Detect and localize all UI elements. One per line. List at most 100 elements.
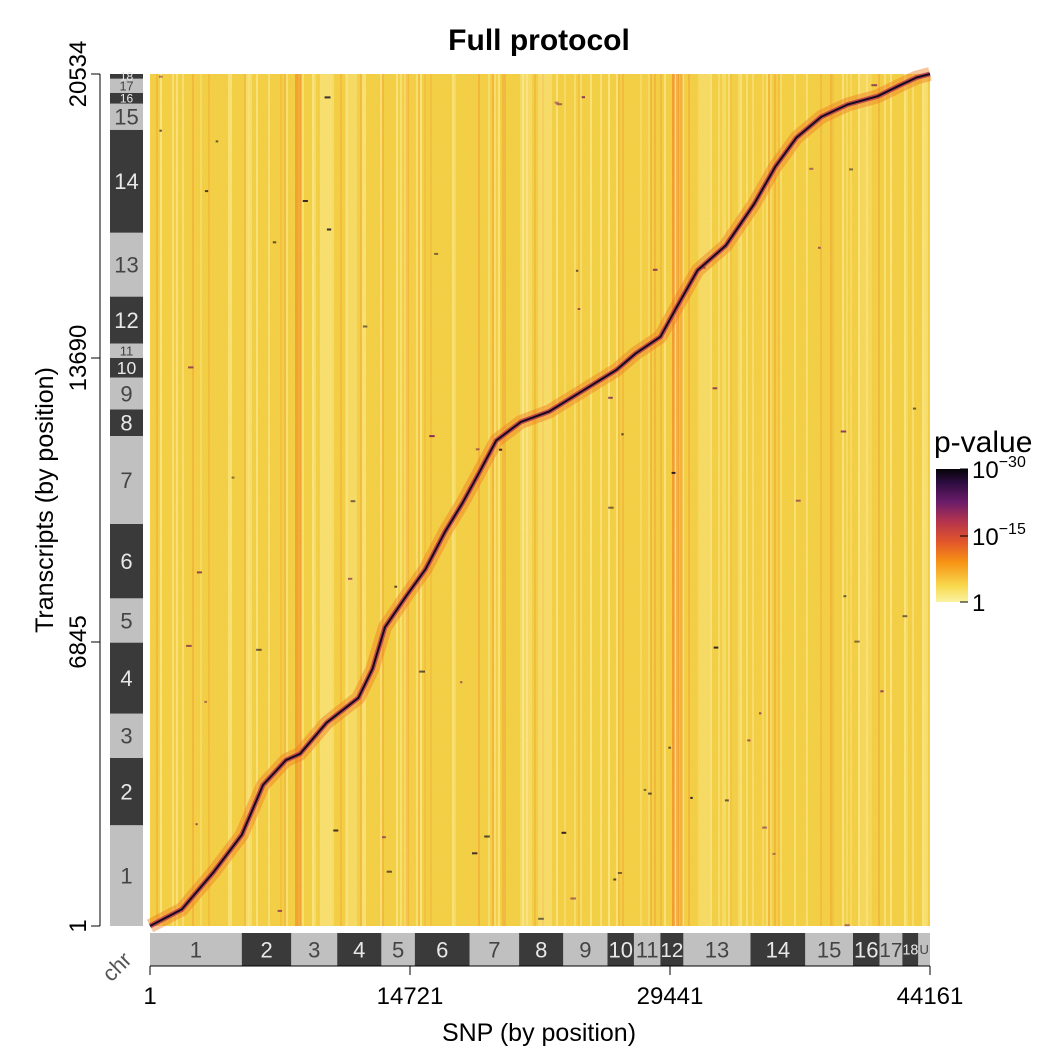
heatmap-speck	[652, 268, 658, 271]
y-chromosome-label: 14	[114, 169, 138, 194]
x-chromosome-label: 18	[902, 943, 918, 959]
heatmap-speck	[277, 909, 283, 912]
x-chromosome-label: 5	[392, 937, 404, 962]
y-chromosome-1: 1	[110, 825, 143, 926]
y-tick-label: 6845	[65, 615, 92, 668]
x-chromosome-band	[563, 933, 608, 966]
x-chromosome-band	[633, 933, 661, 966]
y-chromosome-label: 8	[120, 411, 132, 436]
y-axis: 1 6845 13690 20534	[65, 41, 101, 933]
heatmap-speck	[671, 471, 676, 474]
x-chromosome-band	[337, 933, 382, 966]
y-chromosome-label: 2	[120, 780, 132, 805]
y-chromosome-band	[110, 343, 143, 358]
heatmap-speck	[912, 407, 917, 410]
legend-tick-label: 1	[972, 590, 985, 617]
x-chromosome-label: 7	[488, 937, 500, 962]
x-chromosome-13: 13	[683, 933, 751, 966]
heatmap-speck	[843, 595, 847, 598]
y-chromosome-6: 6	[110, 524, 143, 599]
x-chromosome-band	[291, 933, 338, 966]
heatmap-speck	[809, 167, 814, 170]
heatmap-speck	[386, 870, 392, 873]
y-chromosome-15: 15	[110, 103, 143, 130]
x-chromosome-track: 1 2 3 4 5 6 7 8 9 10 11 12 13 14 15 16 17 18 U	[150, 933, 930, 966]
heatmap-speck	[608, 396, 613, 399]
y-chromosome-band	[110, 598, 143, 643]
heatmap-speck	[538, 917, 544, 920]
y-chromosome-label: 16	[120, 92, 134, 106]
x-chromosome-label: 17	[879, 939, 902, 962]
x-chromosome-17: 17	[879, 933, 903, 966]
x-tick-label: 1	[143, 983, 156, 1010]
heatmap-speck	[617, 872, 622, 874]
y-chromosome-band	[110, 358, 143, 378]
x-chromosome-band	[918, 933, 930, 966]
x-chromosome-label: 15	[817, 937, 841, 962]
heatmap-speck	[561, 831, 567, 834]
heatmap-speck	[581, 96, 585, 99]
x-chromosome-band	[150, 933, 242, 966]
x-chromosome-2: 2	[241, 933, 292, 966]
y-chromosome-band	[110, 825, 143, 926]
y-chromosome-9: 9	[110, 377, 143, 410]
heatmap-speck	[772, 852, 776, 855]
y-chromosome-label: 9	[120, 381, 132, 406]
x-chromosome-band	[805, 933, 853, 966]
y-chromosome-12: 12	[110, 296, 143, 344]
x-chromosome-10: 10	[607, 933, 634, 966]
y-chromosome-label: 13	[114, 253, 138, 278]
y-chromosome-band	[110, 436, 143, 524]
x-chromosome-1: 1	[150, 933, 242, 966]
y-chromosome-3: 3	[110, 713, 143, 758]
heatmap-speck	[429, 435, 435, 438]
heatmap-speck	[759, 712, 762, 715]
x-chromosome-label: 3	[308, 937, 320, 962]
y-chromosome-label: 10	[117, 358, 137, 378]
heatmap-speck	[648, 792, 652, 795]
heatmap-speck	[324, 96, 331, 99]
y-chromosome-4: 4	[110, 642, 143, 714]
x-chromosome-band	[902, 933, 919, 966]
legend-tick-label: 10−15	[972, 521, 1026, 551]
x-tick-label: 14721	[377, 983, 444, 1010]
x-chromosome-band	[381, 933, 415, 966]
heatmap-speck	[188, 366, 194, 369]
y-tick-label: 1	[65, 919, 92, 932]
heatmap-speck	[204, 190, 209, 193]
x-chromosome-band	[853, 933, 880, 966]
heatmap-speck	[795, 499, 801, 502]
heatmap-speck	[394, 585, 398, 588]
x-chromosome-label: 11	[636, 937, 659, 962]
heatmap-speck	[347, 577, 353, 580]
heatmap-speck	[577, 308, 581, 310]
heatmap-speck	[434, 252, 439, 255]
heatmap-speck	[195, 823, 198, 826]
y-chromosome-band	[110, 758, 143, 826]
heatmap-noise	[150, 74, 930, 926]
y-chromosome-14: 14	[110, 129, 143, 233]
heatmap-speck	[575, 269, 579, 272]
heatmap-speck	[818, 246, 821, 249]
heatmap-speck	[204, 700, 207, 703]
y-chromosome-band	[110, 129, 143, 233]
y-chromosome-label: 11	[120, 343, 134, 358]
legend: p-value 10−30 10−15 1	[934, 426, 1032, 617]
x-chromosome-band	[469, 933, 520, 966]
y-chromosome-band	[110, 74, 143, 79]
heatmap-speck	[668, 746, 671, 749]
heatmap-speck	[272, 241, 277, 244]
y-chromosome-band	[110, 713, 143, 758]
heatmap-speck	[690, 796, 693, 799]
x-axis: 1 14721 29441 44161	[143, 965, 963, 1010]
x-chromosome-band	[414, 933, 470, 966]
x-chromosome-label: 14	[766, 937, 790, 962]
heatmap-speck	[608, 506, 614, 509]
heatmap-speck	[871, 84, 878, 87]
x-chromosome-band	[660, 933, 684, 966]
x-chromosome-band	[683, 933, 751, 966]
x-chromosome-4: 4	[337, 933, 382, 966]
heatmap-speck	[472, 852, 478, 855]
